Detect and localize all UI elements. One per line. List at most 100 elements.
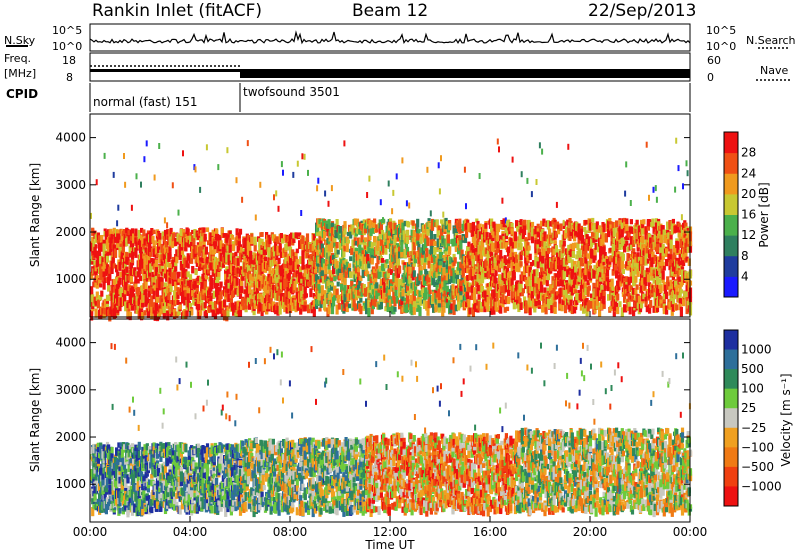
heatmap-cell — [470, 276, 474, 281]
heatmap-cell — [385, 259, 389, 264]
heatmap-cell — [254, 264, 258, 270]
heatmap-cell — [434, 302, 438, 308]
heatmap-cell — [244, 246, 248, 257]
heatmap-cell — [403, 220, 407, 227]
heatmap-cell — [511, 156, 514, 163]
heatmap-cell — [455, 272, 460, 282]
heatmap-cell — [478, 231, 482, 240]
heatmap-cell — [328, 233, 332, 242]
heatmap-cell — [365, 298, 369, 309]
heatmap-cell — [213, 256, 218, 265]
heatmap-cell — [144, 289, 148, 297]
heatmap-cell — [287, 291, 291, 299]
heatmap-cell — [390, 281, 394, 289]
heatmap-cell — [348, 263, 352, 268]
heatmap-cell — [369, 228, 373, 237]
heatmap-cell — [451, 284, 455, 293]
heatmap-cell — [555, 291, 560, 296]
heatmap-cell — [157, 242, 161, 253]
heatmap-cell — [124, 263, 128, 269]
heatmap-cell — [451, 238, 455, 247]
heatmap-cell — [550, 262, 554, 271]
heatmap-cell — [569, 243, 573, 251]
heatmap-cell — [515, 258, 519, 265]
heatmap-cell — [294, 251, 298, 257]
heatmap-cell — [592, 282, 596, 292]
heatmap-cell — [130, 251, 135, 260]
heatmap-cell — [479, 301, 483, 309]
heatmap-cell — [205, 227, 210, 232]
heatmap-cell — [360, 283, 364, 289]
heatmap-cell — [235, 270, 239, 277]
heatmap-cell — [538, 226, 543, 233]
heatmap-cell — [473, 287, 477, 297]
heatmap-cell — [437, 303, 441, 312]
heatmap-cell — [379, 199, 382, 206]
heatmap-cell — [285, 242, 289, 251]
heatmap-cell — [450, 303, 454, 310]
heatmap-cell — [91, 227, 95, 233]
nsky-tick-top: 10^5 — [52, 24, 82, 37]
heatmap-cell — [588, 273, 593, 281]
heatmap-cell — [178, 255, 182, 260]
heatmap-cell — [466, 291, 470, 300]
heatmap-cell — [362, 219, 366, 225]
heatmap-cell — [495, 231, 499, 242]
heatmap-cell — [327, 244, 331, 255]
heatmap-cell — [562, 270, 566, 280]
heatmap-cell — [325, 220, 329, 228]
heatmap-cell — [250, 233, 254, 238]
heatmap-cell — [492, 242, 496, 253]
heatmap-cell — [366, 254, 370, 264]
heatmap-cell — [188, 277, 193, 288]
heatmap-cell — [199, 246, 203, 253]
heatmap-cell — [569, 230, 573, 237]
heatmap-cell — [516, 280, 520, 286]
heatmap-cell — [365, 261, 369, 272]
heatmap-cell — [412, 291, 416, 301]
heatmap-cell — [328, 300, 332, 308]
heatmap-cell — [386, 270, 390, 277]
heatmap-cell — [598, 266, 602, 275]
heatmap-cell — [602, 246, 606, 253]
heatmap-cell — [194, 245, 198, 254]
heatmap-cell — [593, 253, 597, 258]
heatmap-cell — [490, 239, 494, 245]
heatmap-cell — [177, 209, 180, 216]
heatmap-cell — [476, 273, 480, 282]
heatmap-cell — [592, 300, 596, 310]
heatmap-cell — [376, 255, 380, 265]
heatmap-cell — [520, 292, 524, 297]
heatmap-cell — [405, 235, 410, 244]
heatmap-cell — [221, 246, 225, 255]
heatmap-cell — [586, 253, 590, 259]
heatmap-cell — [168, 268, 172, 273]
heatmap-cell — [382, 263, 386, 272]
heatmap-cell — [115, 264, 119, 273]
heatmap-cell — [378, 219, 382, 224]
heatmap-cell — [493, 253, 497, 264]
heatmap-cell — [573, 260, 577, 267]
heatmap-cell — [150, 312, 154, 319]
heatmap-cell — [204, 270, 208, 280]
heatmap-cell — [100, 235, 104, 243]
heatmap-cell — [95, 295, 99, 302]
heatmap-cell — [228, 237, 232, 247]
heatmap-cell — [505, 269, 510, 275]
heatmap-cell — [525, 280, 529, 286]
heatmap-cell — [188, 235, 193, 245]
heatmap-cell — [327, 251, 331, 259]
heatmap-cell — [195, 260, 199, 267]
heatmap-cell — [179, 228, 183, 237]
heatmap-cell — [438, 283, 443, 291]
heatmap-cell — [125, 238, 129, 247]
heatmap-cell — [96, 232, 100, 238]
heatmap-cell — [373, 218, 377, 223]
heatmap-cell — [338, 240, 343, 250]
heatmap-cell — [588, 265, 593, 272]
heatmap-cell — [575, 293, 579, 301]
heatmap-cell — [529, 299, 533, 307]
heatmap-cell — [355, 281, 360, 288]
heatmap-cell — [396, 243, 400, 248]
heatmap-cell — [459, 240, 463, 250]
